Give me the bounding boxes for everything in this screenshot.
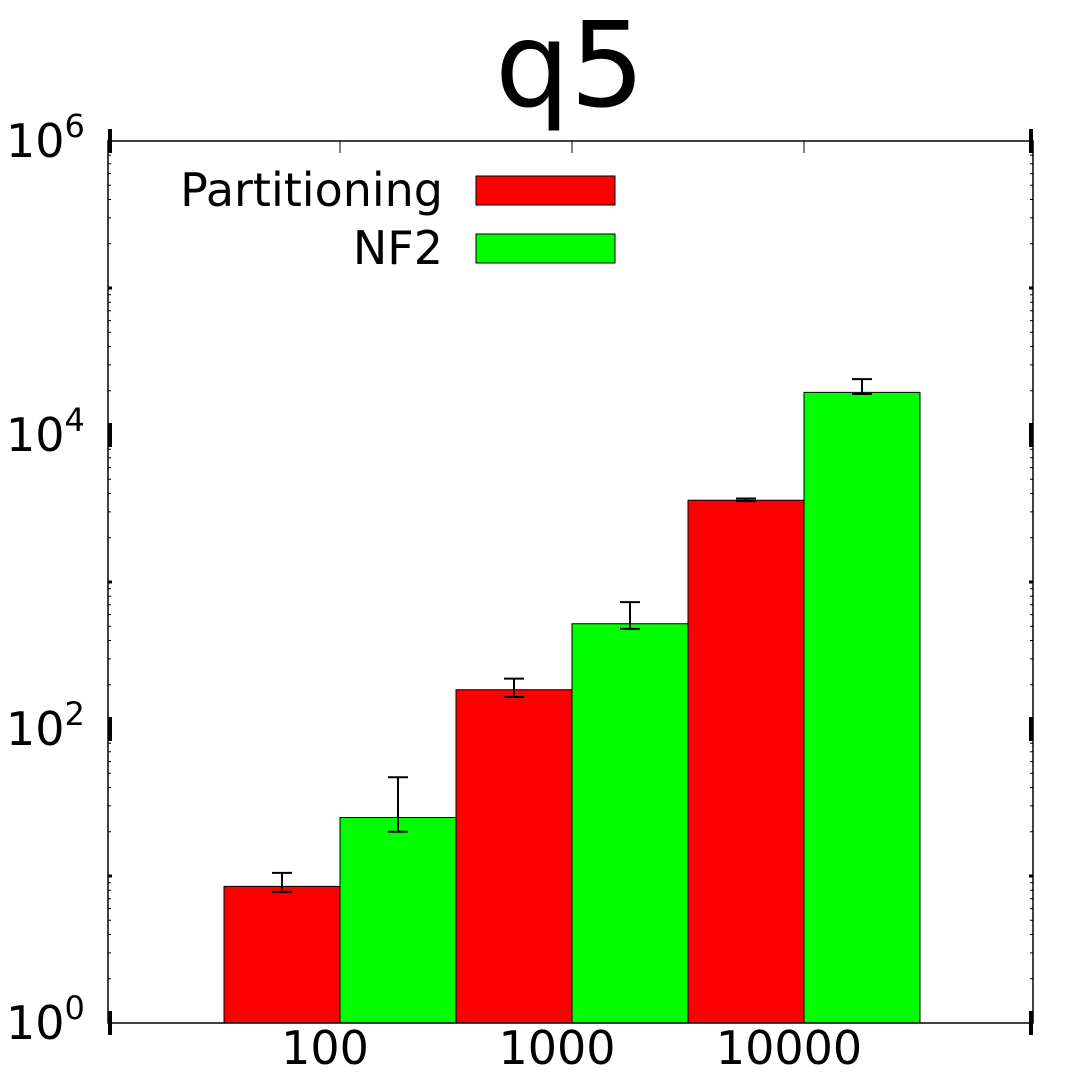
errorbars-layer	[272, 378, 872, 893]
bar-nf2-10000	[803, 391, 921, 1024]
x-tick-label-10000: 10000	[716, 1021, 862, 1075]
bar-nf2-1000	[571, 623, 689, 1024]
x-tick-label-1000: 1000	[498, 1021, 615, 1075]
legend-swatch-nf2	[475, 233, 616, 264]
y-tick-labels: 100 102 104 106	[6, 107, 85, 1050]
y-tick-label-6: 106	[6, 107, 85, 168]
plot-frame	[107, 140, 1034, 1024]
legend-label-partitioning: Partitioning	[180, 163, 443, 217]
y-tick-label-4: 104	[6, 401, 85, 462]
chart-title: q5	[495, 0, 645, 134]
y-decade-mark-right	[1029, 717, 1033, 741]
y-tick-label-2: 102	[6, 695, 85, 756]
bar-nf2-100	[339, 817, 457, 1024]
y-tick-label-0: 100	[6, 989, 85, 1050]
bar-partitioning-1000	[455, 689, 573, 1024]
legend-label-nf2: NF2	[353, 221, 443, 275]
bars-layer	[223, 391, 921, 1024]
y-decade-mark-left	[108, 423, 112, 447]
y-decade-mark-right	[1029, 423, 1033, 447]
bar-partitioning-10000	[687, 499, 805, 1024]
x-tick-labels: 100 1000 10000	[281, 1021, 862, 1075]
x-tick-label-100: 100	[281, 1021, 369, 1075]
legend-swatch-partitioning	[475, 175, 616, 206]
y-decade-mark-left	[108, 717, 112, 741]
bar-partitioning-100	[223, 885, 341, 1024]
